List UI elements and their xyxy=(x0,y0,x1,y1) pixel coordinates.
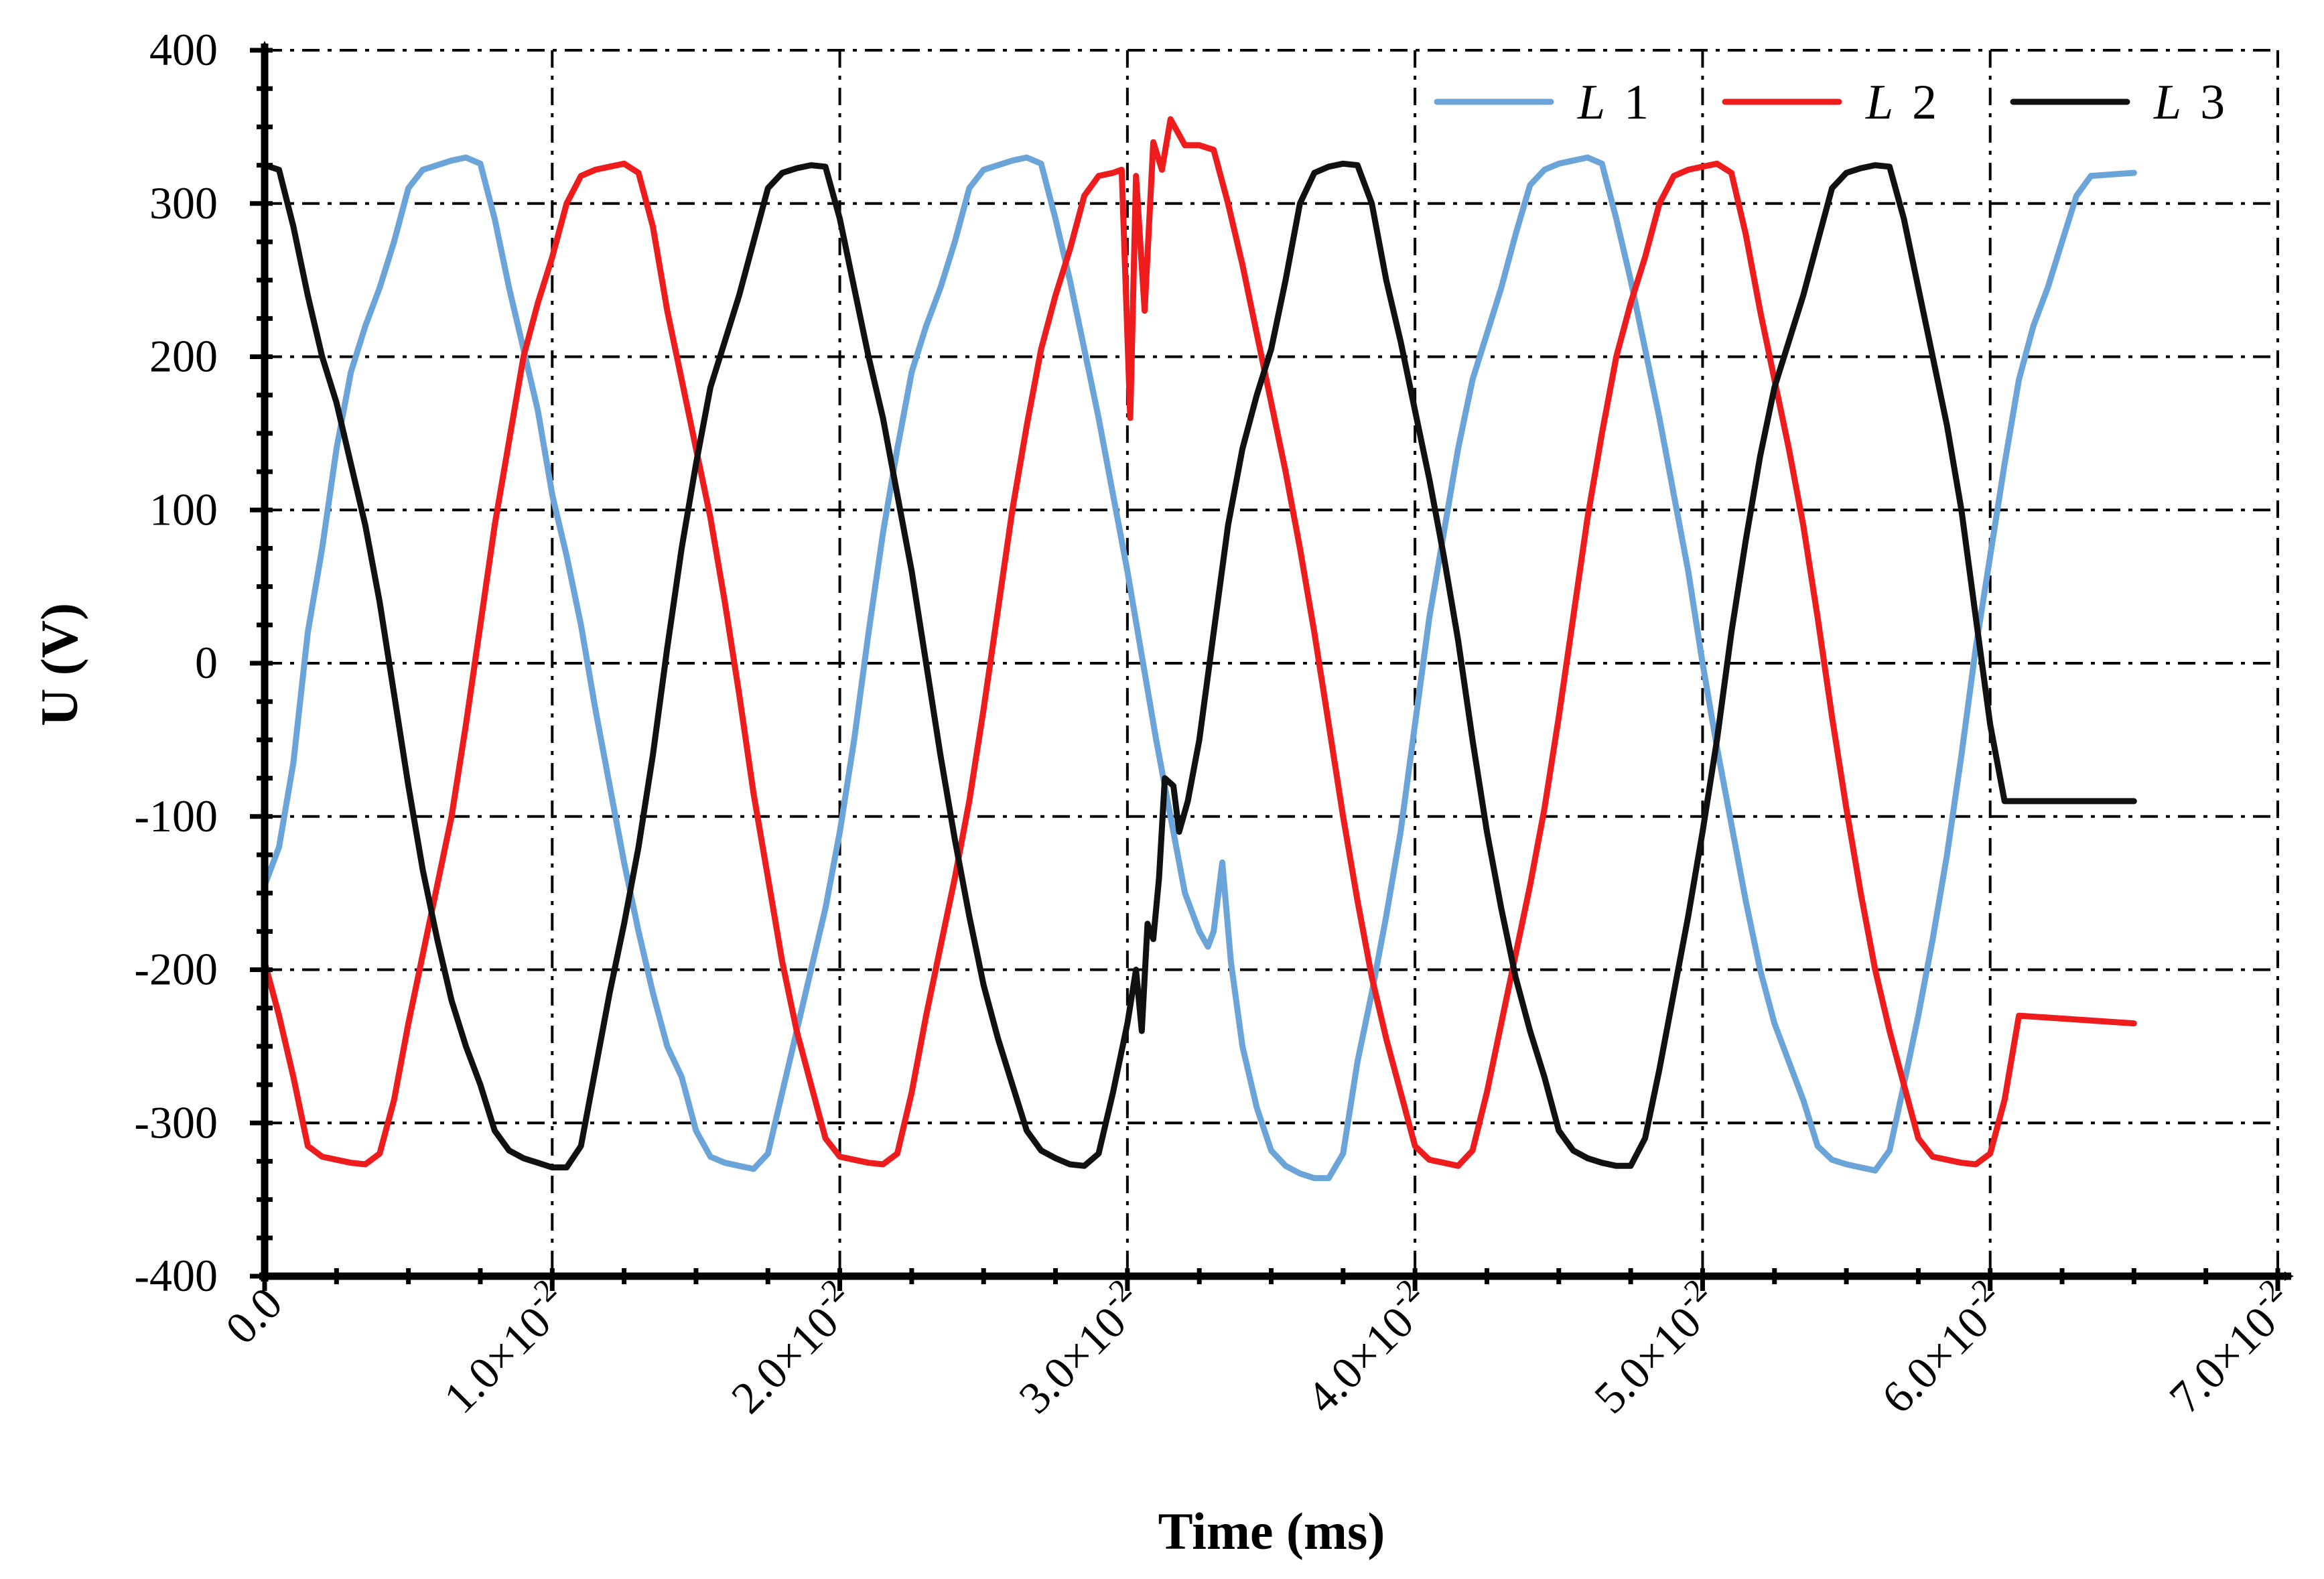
x-tick-label: 5.0×10-2 xyxy=(1579,1272,1730,1423)
grid xyxy=(265,49,2279,1276)
x-tick-label: 3.0×10-2 xyxy=(1004,1272,1154,1423)
axes xyxy=(250,41,2294,1291)
x-axis-title: Time (ms) xyxy=(1158,1502,1385,1560)
y-axis-title: U (V) xyxy=(30,603,88,726)
y-tick-label: -100 xyxy=(134,791,218,841)
series-line-l3 xyxy=(261,160,2137,1171)
x-tick-label: 2.0×10-2 xyxy=(716,1272,867,1423)
series-layer xyxy=(261,116,2137,1182)
y-tick-labels: -400 -300 -200 -100 0 100 200 300 400 xyxy=(134,24,218,1301)
series-line-l1 xyxy=(261,154,2137,1182)
y-tick-label: -200 xyxy=(134,944,218,995)
y-tick-label: 0 xyxy=(195,637,218,688)
y-tick-label: 100 xyxy=(149,484,218,535)
y-tick-label: 300 xyxy=(149,178,218,228)
series-line-l2 xyxy=(261,116,2137,1169)
y-tick-label: -400 xyxy=(134,1250,218,1301)
x-tick-label: 1.0×10-2 xyxy=(429,1272,579,1423)
y-tick-label: -300 xyxy=(134,1097,218,1148)
x-tick-label: 0.0 xyxy=(216,1278,292,1354)
x-tick-label: 4.0×10-2 xyxy=(1292,1272,1442,1423)
x-tick-labels: 0.0 1.0×10-2 2.0×10-2 3.0×10-2 4.0×10-2 5.0×1… xyxy=(216,1272,2305,1423)
y-tick-label: 400 xyxy=(149,24,218,75)
x-tick-label: 7.0×10-2 xyxy=(2155,1272,2305,1423)
x-tick-label: 6.0×10-2 xyxy=(1866,1272,2017,1423)
y-tick-label: 200 xyxy=(149,331,218,382)
